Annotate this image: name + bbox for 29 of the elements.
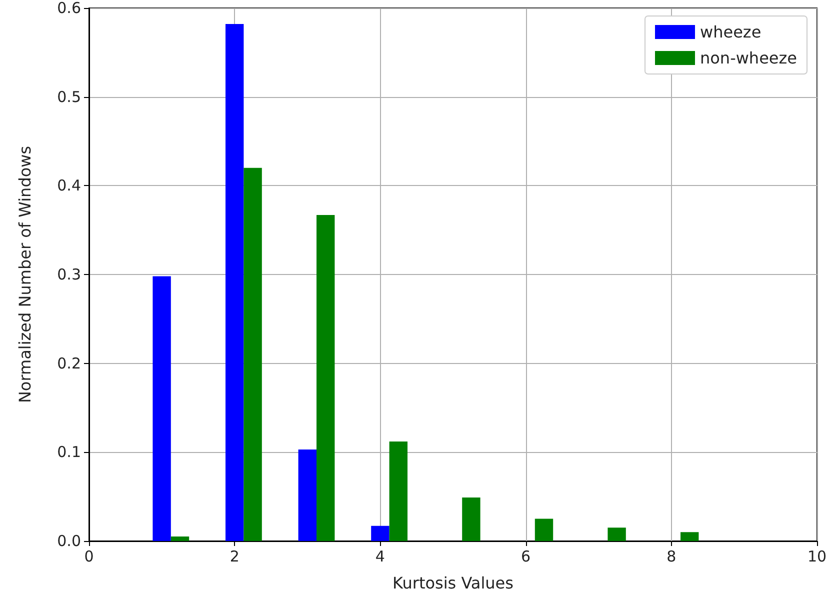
bar (298, 450, 316, 541)
x-tick-label: 10 (807, 548, 827, 566)
bar (170, 536, 190, 541)
y-axis-title: Normalized Number of Windows (16, 146, 34, 404)
y-tick-label: 0.1 (57, 443, 81, 462)
bar (226, 24, 244, 541)
y-tick-label: 0.6 (57, 0, 81, 17)
bar (152, 276, 171, 541)
x-axis-title: Kurtosis Values (392, 574, 514, 592)
x-tick-label: 4 (375, 548, 385, 566)
bar (389, 442, 408, 541)
legend-label: wheeze (700, 22, 762, 42)
y-tick-label: 0.4 (57, 176, 81, 195)
x-tick-label: 6 (521, 548, 531, 566)
bar (316, 214, 335, 541)
y-tick-label: 0.5 (57, 88, 81, 106)
legend-label: non-wheeze (700, 48, 797, 68)
x-tick-label: 2 (230, 548, 240, 566)
bar (608, 528, 626, 541)
x-tick-label: 8 (666, 548, 676, 566)
y-tick-label: 0.2 (57, 354, 81, 372)
bar (534, 518, 554, 541)
bar (371, 526, 390, 541)
y-tick-label: 0.0 (57, 532, 81, 550)
bar (462, 497, 480, 541)
bar (680, 532, 699, 541)
bar (244, 168, 262, 541)
x-tick-label: 0 (84, 548, 94, 566)
y-tick-label: 0.3 (57, 266, 81, 284)
